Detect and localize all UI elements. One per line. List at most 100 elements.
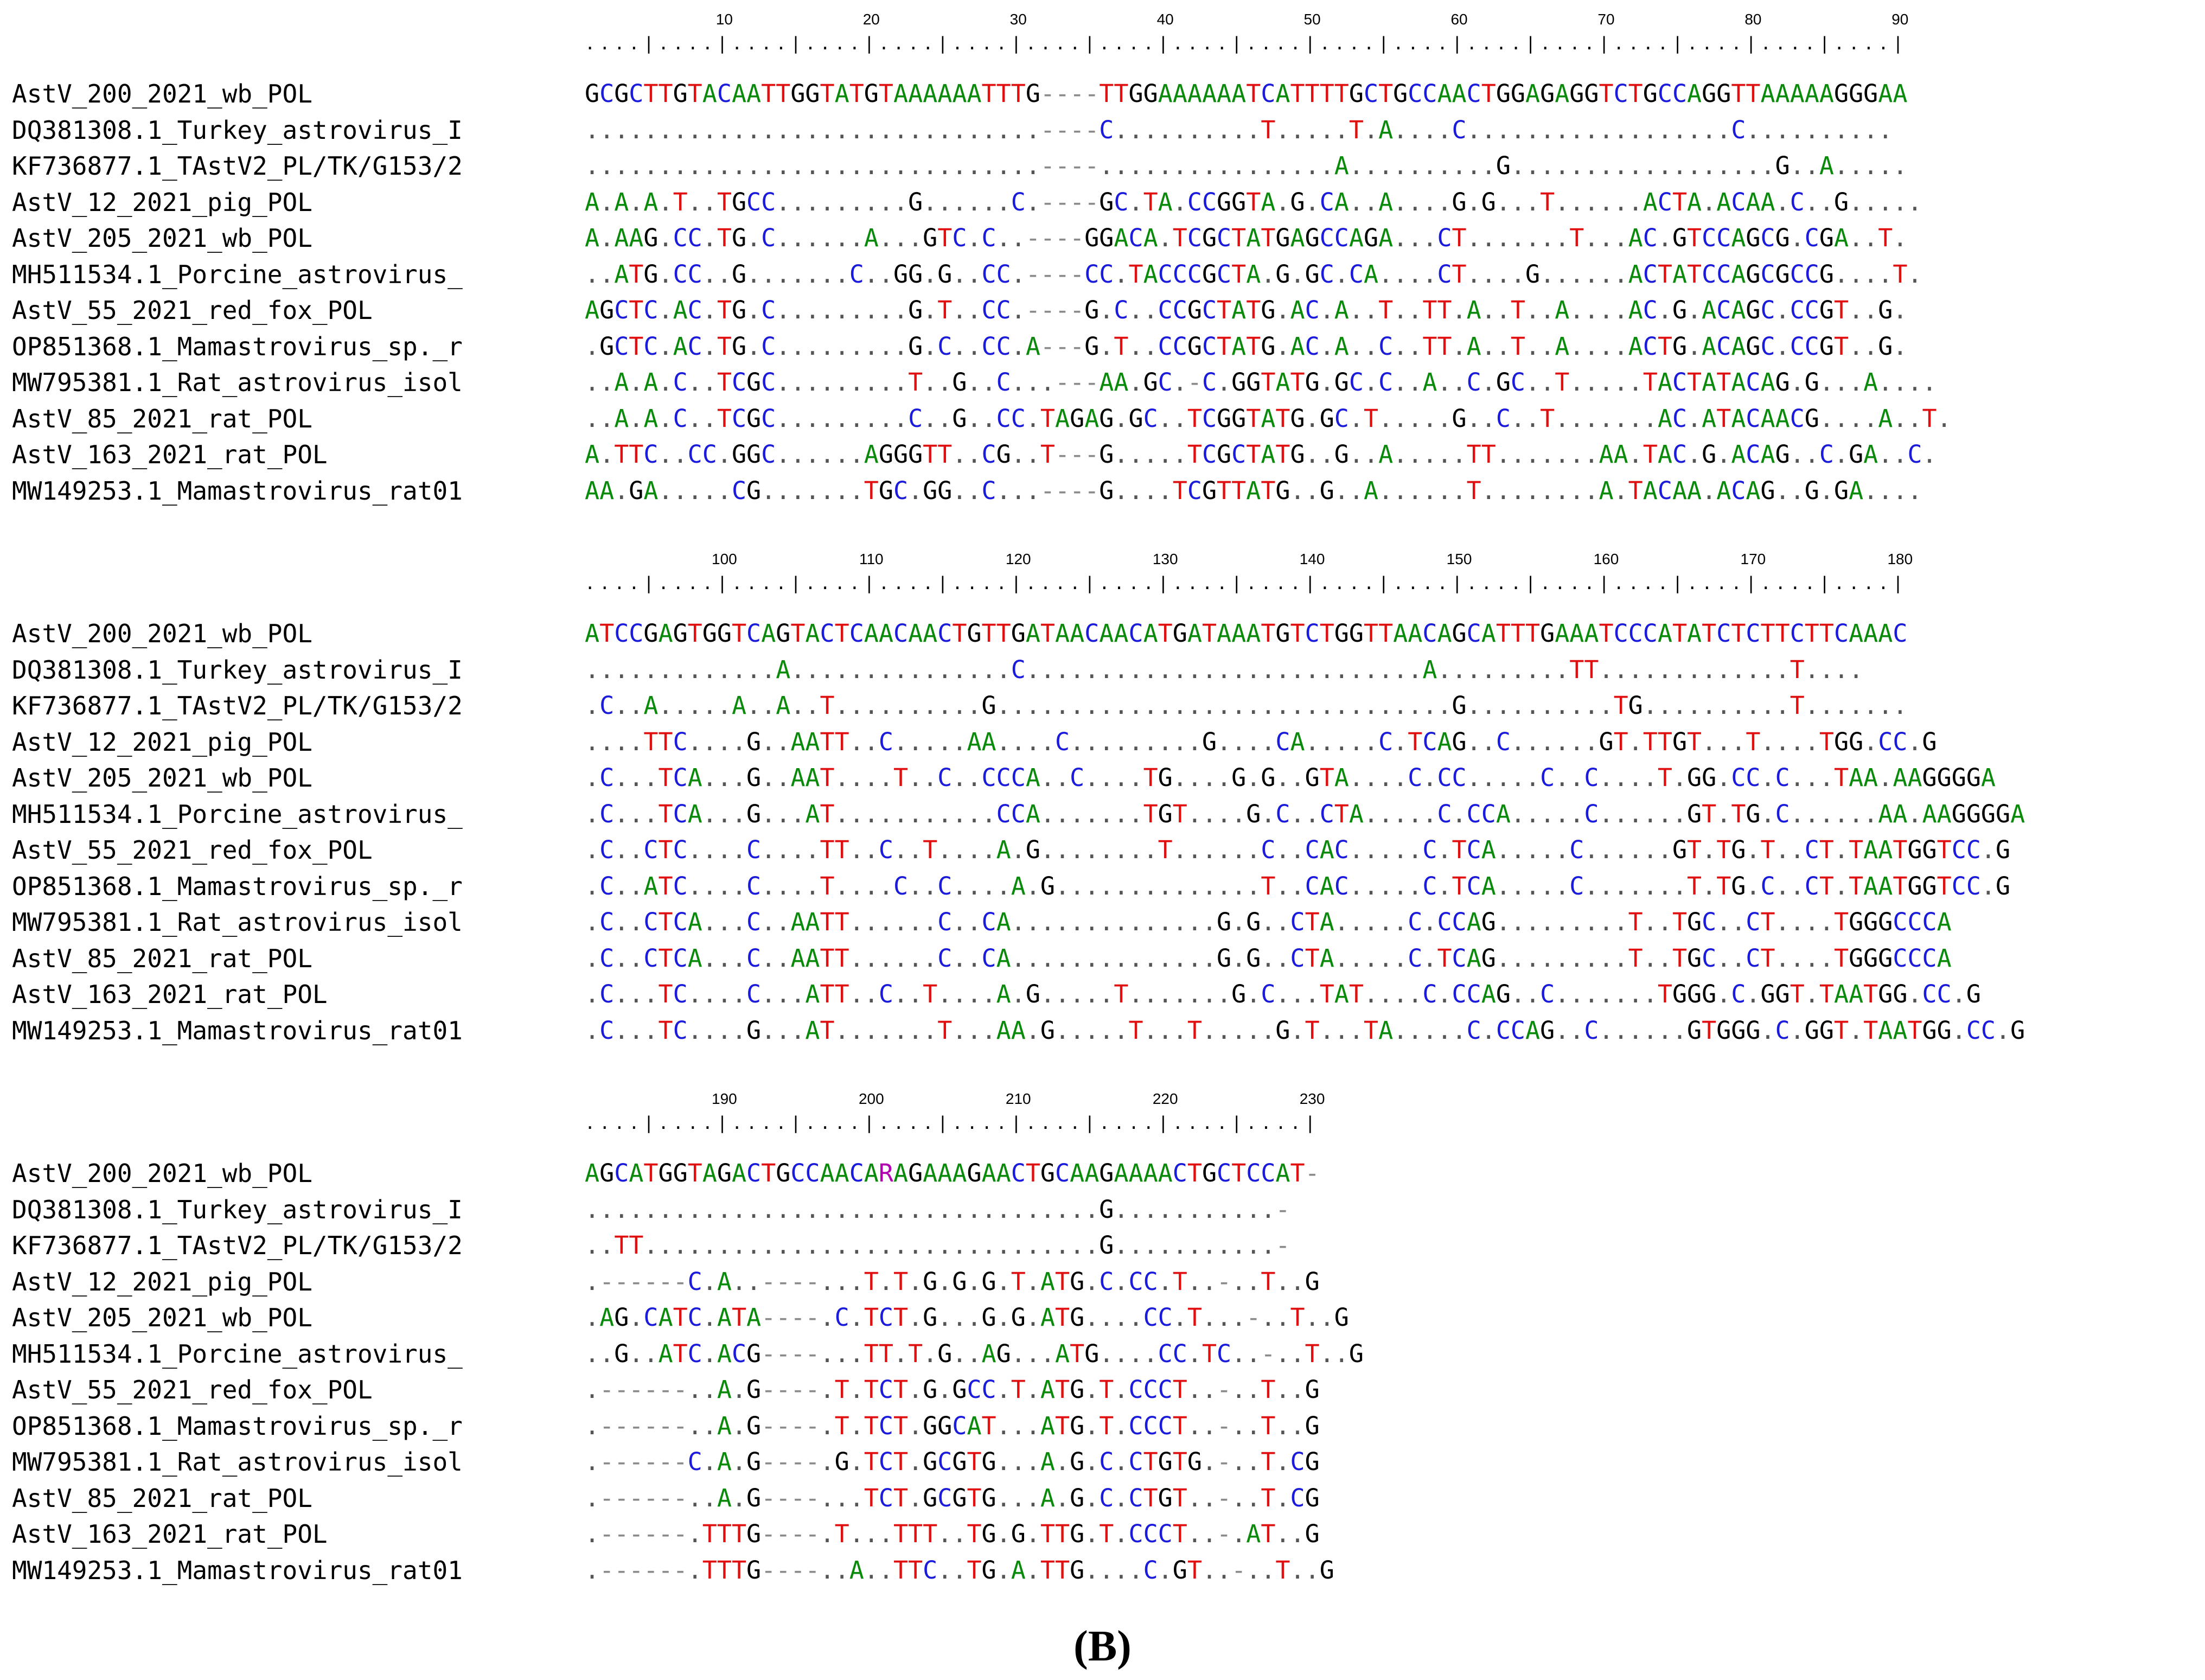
sequence-residues: AA.GA.....CG.......TGC.GG..C...----G....… bbox=[585, 476, 1922, 505]
sequence-residues: .------.TTTG----.T...TTT..TG.G.TTG.T.CCC… bbox=[585, 1519, 1320, 1548]
ruler-number: 160 bbox=[1593, 551, 1619, 567]
sequence-residues: .------C.A..----...T.T.G.G.G.T.ATG.C.CC.… bbox=[585, 1267, 1320, 1296]
ruler-number: 60 bbox=[1450, 11, 1468, 28]
sequence-name: OP851368.1_Mamastrovirus_sp._r bbox=[12, 1411, 463, 1441]
sequence-name: MW149253.1_Mamastrovirus_rat01 bbox=[12, 1015, 463, 1045]
sequence-row: AstV_205_2021_wb_POL A.AAG.CC.TG.C......A… bbox=[0, 220, 2205, 256]
sequence-name: OP851368.1_Mamastrovirus_sp._r bbox=[12, 331, 463, 361]
sequence-name: AstV_205_2021_wb_POL bbox=[12, 1303, 312, 1332]
sequence-name: AstV_163_2021_rat_POL bbox=[12, 1519, 328, 1549]
sequence-row: AstV_205_2021_wb_POL .AG.CATC.ATA----.C.T… bbox=[0, 1300, 2205, 1336]
sequence-name: AstV_55_2021_red_fox_POL bbox=[12, 835, 373, 865]
ruler-ticks: ....|....|....|....|....|....|....|....|… bbox=[585, 573, 1908, 593]
sequence-residues: AGCTC.AC.TG.C.........G.T..CC.----G.C..C… bbox=[585, 296, 1908, 324]
ruler-number: 10 bbox=[715, 11, 733, 28]
sequence-residues: .------..A.G----.T.TCT.GGCAT...ATG.T.CCC… bbox=[585, 1411, 1320, 1440]
ruler-number: 190 bbox=[712, 1090, 737, 1107]
sequence-residues: ....TTC....G..AATT..C.....AA....C.......… bbox=[585, 727, 1937, 756]
ruler-number: 70 bbox=[1597, 11, 1615, 28]
sequence-row: MW149253.1_Mamastrovirus_rat01 .------.TT… bbox=[0, 1553, 2205, 1588]
sequence-row: AstV_12_2021_pig_POL .------C.A..----...T… bbox=[0, 1264, 2205, 1300]
sequence-row: AstV_85_2021_rat_POL ..A.A.C..TCGC.......… bbox=[0, 401, 2205, 437]
sequence-name: MW795381.1_Rat_astrovirus_isol bbox=[12, 1447, 463, 1477]
ruler-number: 120 bbox=[1005, 551, 1031, 567]
sequence-name: AstV_85_2021_rat_POL bbox=[12, 404, 312, 433]
sequence-residues: .C..CTCA...C..AATT......C..CA...........… bbox=[585, 943, 1952, 973]
sequence-name: AstV_55_2021_red_fox_POL bbox=[12, 1375, 373, 1404]
sequence-residues: ..TT...............................G....… bbox=[585, 1231, 1290, 1260]
sequence-row: MW795381.1_Rat_astrovirus_isol .C..CTCA..… bbox=[0, 904, 2205, 940]
ruler-number: 180 bbox=[1887, 551, 1913, 567]
sequence-row: DQ381308.1_Turkey_astrovirus_I..........… bbox=[0, 1192, 2205, 1228]
sequence-row: AstV_200_2021_wb_POL GCGCTTGTACAATTGGTATG… bbox=[0, 76, 2205, 112]
ruler-number: 100 bbox=[712, 551, 737, 567]
ruler-number: 40 bbox=[1156, 11, 1174, 28]
sequence-row: AstV_55_2021_red_fox_POL .C..CTC....C....… bbox=[0, 832, 2205, 868]
sequence-residues: .C...TCA...G..AAT....T..C..CCCA..C....TG… bbox=[585, 763, 1996, 792]
sequence-name: DQ381308.1_Turkey_astrovirus_I bbox=[12, 115, 463, 145]
sequence-residues: ...................................G....… bbox=[585, 1194, 1290, 1224]
ruler-number: 30 bbox=[1009, 11, 1027, 28]
sequence-name: KF736877.1_TAstV2_PL/TK/G153/2 bbox=[12, 1231, 463, 1260]
sequence-name: AstV_200_2021_wb_POL bbox=[12, 619, 312, 648]
sequence-row: MW795381.1_Rat_astrovirus_isol ..A.A.C..T… bbox=[0, 365, 2205, 400]
sequence-name: AstV_85_2021_rat_POL bbox=[12, 1483, 312, 1513]
ruler-ticks: ....|....|....|....|....|....|....|....|… bbox=[585, 1113, 1320, 1133]
sequence-residues: .C..ATC....C....T....C..C....A.G........… bbox=[585, 871, 2011, 900]
sequence-residues: .C..CTCA...C..AATT......C..CA...........… bbox=[585, 908, 1952, 936]
sequence-row: DQ381308.1_Turkey_astrovirus_I..........… bbox=[0, 112, 2205, 148]
sequence-row: MW795381.1_Rat_astrovirus_isol .------C.A… bbox=[0, 1444, 2205, 1480]
sequence-row: AstV_205_2021_wb_POL .C...TCA...G..AAT...… bbox=[0, 760, 2205, 796]
sequence-name: AstV_205_2021_wb_POL bbox=[12, 223, 312, 253]
sequence-row: MH511534.1_Porcine_astrovirus_ ..ATG.CC..… bbox=[0, 257, 2205, 292]
sequence-residues: A.TTC..CC.GGC......AGGGTT..CG..T---G....… bbox=[585, 440, 1937, 469]
sequence-residues: .C..A.....A..A..T..........G............… bbox=[585, 691, 1908, 720]
panel-label: (B) bbox=[1073, 1622, 1132, 1670]
sequence-residues: ...............................----.....… bbox=[585, 151, 1908, 180]
sequence-row: KF736877.1_TAstV2_PL/TK/G153/2 ..TT......… bbox=[0, 1228, 2205, 1263]
sequence-row: DQ381308.1_Turkey_astrovirus_I..........… bbox=[0, 652, 2205, 688]
sequence-row: AstV_163_2021_rat_POL .C...TC....C...ATT.… bbox=[0, 976, 2205, 1012]
ruler-number: 90 bbox=[1891, 11, 1909, 28]
ruler-ticks: ....|....|....|....|....|....|....|....|… bbox=[585, 33, 1908, 54]
position-ruler: 10 20 30 40 50 60 70 80 90 bbox=[0, 11, 2205, 43]
ruler-number: 130 bbox=[1152, 551, 1178, 567]
sequence-residues: ..G..ATC.ACG----...TT.T.G..AG...ATG....C… bbox=[585, 1339, 1364, 1368]
sequence-name: KF736877.1_TAstV2_PL/TK/G153/2 bbox=[12, 151, 463, 181]
ruler-number: 220 bbox=[1152, 1090, 1178, 1107]
sequence-name: MW795381.1_Rat_astrovirus_isol bbox=[12, 368, 463, 397]
sequence-name: AstV_55_2021_red_fox_POL bbox=[12, 296, 373, 325]
sequence-name: KF736877.1_TAstV2_PL/TK/G153/2 bbox=[12, 691, 463, 720]
sequence-name: AstV_12_2021_pig_POL bbox=[12, 1267, 312, 1296]
sequence-name: AstV_85_2021_rat_POL bbox=[12, 943, 312, 973]
position-ruler: 100 110 120 130 140 150 160 170 180 bbox=[0, 551, 2205, 583]
sequence-name: AstV_200_2021_wb_POL bbox=[12, 1159, 312, 1188]
ruler-number: 80 bbox=[1744, 11, 1762, 28]
sequence-residues: AGCATGGTAGACTGCCAACARAGAAAGAACTGCAAGAAAA… bbox=[585, 1159, 1320, 1187]
sequence-row: AstV_163_2021_rat_POL .------.TTTG----.T.… bbox=[0, 1516, 2205, 1552]
sequence-residues: ..A.A.C..TCGC.........C..G..CC.TAGAG.GC.… bbox=[585, 404, 1952, 433]
sequence-row: AstV_200_2021_wb_POL AGCATGGTAGACTGCCAACA… bbox=[0, 1155, 2205, 1191]
ruler-number: 150 bbox=[1446, 551, 1472, 567]
ruler-number: 140 bbox=[1299, 551, 1325, 567]
sequence-residues: .C...TC....C...ATT..C..T....A.G.....T...… bbox=[585, 980, 1981, 1008]
sequence-residues: .C...TC....G...AT.......T...AA.G.....T..… bbox=[585, 1015, 2025, 1045]
sequence-name: MW149253.1_Mamastrovirus_rat01 bbox=[12, 476, 463, 506]
sequence-row: KF736877.1_TAstV2_PL/TK/G153/2..........… bbox=[0, 148, 2205, 184]
sequence-residues: ATCCGAGTGGTCAGTACTCAACAACTGTTGATAACAACAT… bbox=[585, 619, 1908, 648]
ruler-number: 20 bbox=[862, 11, 880, 28]
sequence-row: AstV_163_2021_rat_POL A.TTC..CC.GGC......… bbox=[0, 437, 2205, 472]
ruler-number: 110 bbox=[859, 551, 884, 567]
sequence-residues: .AG.CATC.ATA----.C.TCT.G...G.G.ATG....CC… bbox=[585, 1303, 1349, 1332]
sequence-row: AstV_200_2021_wb_POL ATCCGAGTGGTCAGTACTCA… bbox=[0, 616, 2205, 651]
position-ruler: 190 200 210 220 230 bbox=[0, 1090, 2205, 1123]
sequence-row: AstV_55_2021_red_fox_POL AGCTC.AC.TG.C...… bbox=[0, 292, 2205, 328]
sequence-name: MW795381.1_Rat_astrovirus_isol bbox=[12, 908, 463, 937]
sequence-name: AstV_163_2021_rat_POL bbox=[12, 440, 328, 469]
sequence-residues: .------..A.G----.T.TCT.G.GCC.T.ATG.T.CCC… bbox=[585, 1375, 1320, 1404]
sequence-residues: .------..A.G----...TCT.GCGTG...A.G.C.CTG… bbox=[585, 1483, 1320, 1512]
sequence-residues: .C...TCA...G...AT...........CCA.......TG… bbox=[585, 799, 2025, 828]
sequence-name: AstV_200_2021_wb_POL bbox=[12, 79, 312, 108]
sequence-residues: A.A.A.T..TGCC.........G......C.----GC.TA… bbox=[585, 187, 1922, 216]
